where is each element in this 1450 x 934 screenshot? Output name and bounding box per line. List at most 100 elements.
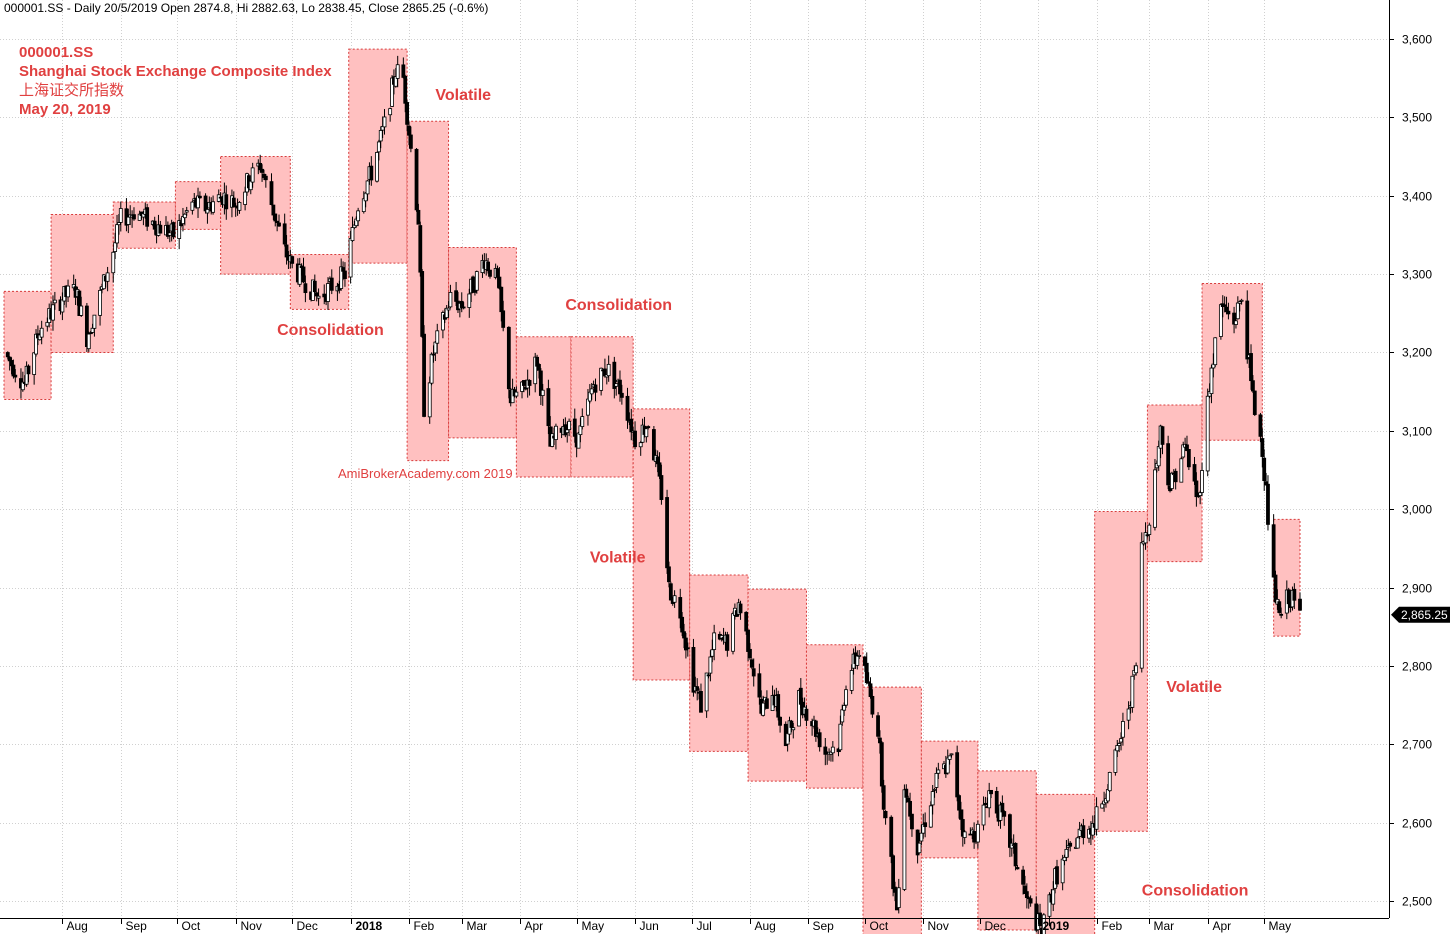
candle-body	[203, 195, 208, 212]
candle-body	[488, 269, 492, 277]
candle-body	[866, 681, 871, 684]
candle-body	[1160, 426, 1165, 445]
candle-body	[92, 314, 97, 329]
candle-body	[271, 204, 276, 216]
candle-body	[1117, 743, 1122, 746]
candle-body	[1260, 438, 1265, 457]
candle-body	[883, 810, 888, 819]
candle-body	[98, 289, 102, 316]
candle-body	[113, 242, 118, 252]
annotation-label: Consolidation	[277, 322, 384, 339]
candle-body	[589, 388, 594, 395]
candle-body	[1186, 449, 1191, 468]
candle-body	[356, 210, 361, 222]
candle-body	[1121, 721, 1125, 738]
candle-body	[467, 293, 472, 308]
candle-body	[401, 64, 406, 78]
candle-body	[90, 327, 95, 333]
candle-body	[586, 398, 590, 416]
candle-body	[580, 416, 585, 427]
candle-body	[619, 392, 624, 398]
candle-body	[930, 791, 935, 806]
candle-body	[855, 655, 860, 666]
y-tick-label: 2,600	[1402, 817, 1432, 831]
candle-body	[418, 225, 423, 273]
candle-body	[789, 720, 794, 728]
candle-body	[923, 822, 928, 828]
candle-body	[66, 285, 70, 298]
candle-body	[678, 597, 683, 619]
candle-body	[171, 222, 176, 238]
candle-body	[303, 283, 308, 294]
y-tick-label: 2,800	[1402, 660, 1432, 674]
range-box	[1035, 793, 1096, 934]
candle-body	[572, 418, 577, 437]
candle-body	[471, 276, 475, 293]
candle-body	[132, 214, 136, 220]
y-tick-label: 2,700	[1402, 738, 1432, 752]
candle-body	[448, 292, 453, 308]
candle-body	[269, 181, 274, 205]
candle-body	[889, 816, 894, 857]
candle-body	[237, 202, 242, 211]
candle-body	[668, 583, 673, 601]
candle-body	[115, 224, 119, 244]
candle-body	[497, 276, 502, 289]
candle-body	[685, 647, 690, 650]
range-box	[515, 336, 572, 478]
candle-body	[778, 716, 782, 726]
candle-body	[145, 207, 150, 227]
candle-body	[250, 167, 255, 183]
candle-body	[105, 272, 110, 282]
candle-body	[1055, 866, 1059, 885]
candle-body	[893, 886, 897, 893]
candle-body	[51, 304, 55, 321]
candle-body	[522, 380, 526, 386]
y-tick-label: 3,600	[1402, 33, 1432, 47]
candle-body	[376, 141, 381, 153]
candle-body	[667, 566, 671, 583]
candle-body	[599, 367, 604, 391]
candle-body	[1064, 848, 1069, 858]
candle-body	[1139, 542, 1144, 669]
candle-body	[290, 256, 295, 264]
candle-body	[1143, 532, 1148, 544]
candle-body	[388, 108, 393, 116]
candle-body	[446, 307, 451, 311]
candle-body	[1068, 842, 1073, 847]
candle-body	[955, 752, 960, 798]
y-tick-label: 3,000	[1402, 503, 1432, 517]
candle-body	[329, 277, 334, 291]
x-tick-label: May	[582, 919, 605, 933]
candle-body	[983, 802, 988, 806]
candle-body	[316, 295, 321, 299]
candle-body	[1094, 806, 1099, 830]
candle-body	[224, 194, 229, 210]
candle-body	[891, 855, 896, 890]
candle-body	[86, 333, 91, 350]
candle-body	[1298, 598, 1302, 611]
candle-body	[565, 429, 570, 434]
candle-body	[1134, 665, 1139, 674]
candle-body	[593, 384, 598, 393]
candle-body	[1213, 337, 1218, 366]
candle-body	[710, 649, 715, 657]
candles	[5, 55, 1302, 934]
range-box	[862, 686, 922, 934]
candle-body	[501, 310, 506, 328]
candle-body	[910, 813, 914, 830]
candle-body	[917, 842, 922, 854]
x-tick-label: Sep	[126, 919, 148, 933]
candle-body	[514, 391, 519, 397]
candle-body	[5, 352, 10, 358]
candle-body	[182, 213, 187, 219]
candle-body	[429, 353, 434, 384]
candle-body	[830, 746, 835, 754]
x-tick-label: Feb	[414, 919, 435, 933]
candle-body	[1081, 825, 1086, 839]
candle-body	[682, 631, 686, 639]
range-box	[977, 770, 1037, 931]
candle-body	[348, 238, 353, 278]
annotation-label: Consolidation	[565, 297, 672, 314]
candle-body	[158, 224, 163, 234]
